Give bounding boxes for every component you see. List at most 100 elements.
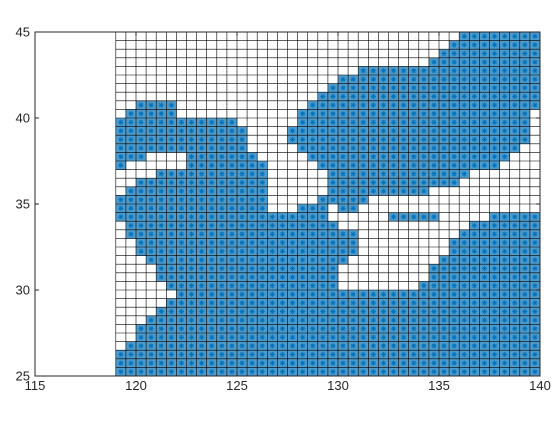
sea-point-marker — [229, 154, 235, 160]
sea-point-marker — [310, 222, 316, 229]
sea-point-marker — [471, 351, 477, 358]
sea-point-marker — [168, 188, 174, 194]
sea-point-marker — [229, 179, 235, 186]
sea-point-marker — [158, 240, 164, 246]
sea-point-marker — [168, 231, 174, 237]
sea-point-marker — [330, 162, 336, 168]
y-tick-label: 40 — [16, 111, 30, 126]
sea-point-marker — [461, 33, 467, 39]
sea-point-marker — [229, 283, 235, 289]
sea-point-marker — [491, 214, 498, 220]
sea-point-marker — [522, 326, 528, 332]
sea-point-marker — [532, 326, 538, 332]
sea-point-marker — [209, 214, 215, 220]
sea-point-marker — [239, 283, 245, 289]
sea-point-marker — [401, 179, 407, 186]
sea-point-marker — [158, 343, 164, 349]
sea-point-marker — [380, 334, 387, 340]
sea-point-marker — [209, 145, 215, 151]
sea-point-marker — [401, 111, 407, 117]
sea-point-marker — [320, 231, 326, 237]
sea-point-marker — [380, 308, 387, 315]
sea-point-marker — [461, 283, 467, 289]
sea-point-marker — [451, 162, 457, 168]
sea-point-marker — [471, 240, 477, 246]
sea-point-marker — [279, 265, 286, 272]
sea-point-marker — [259, 291, 265, 297]
sea-point-marker — [502, 257, 508, 263]
sea-point-marker — [229, 265, 235, 272]
sea-point-marker — [401, 317, 407, 323]
sea-point-marker — [401, 300, 407, 306]
sea-point-marker — [512, 274, 518, 280]
sea-point-marker — [300, 205, 306, 211]
sea-point-marker — [421, 214, 427, 220]
sea-point-marker — [370, 179, 376, 186]
sea-point-marker — [461, 59, 467, 65]
sea-point-marker — [148, 351, 154, 358]
sea-point-marker — [461, 111, 467, 117]
sea-point-marker — [229, 360, 235, 366]
sea-point-marker — [512, 317, 518, 323]
sea-point-marker — [512, 145, 518, 151]
sea-point-marker — [229, 197, 235, 203]
sea-point-marker — [451, 154, 457, 160]
sea-point-marker — [310, 351, 316, 358]
sea-point-marker — [390, 369, 397, 375]
sea-point-marker — [239, 136, 245, 143]
sea-point-marker — [461, 171, 467, 177]
sea-point-marker — [300, 351, 306, 358]
sea-point-marker — [421, 334, 427, 340]
sea-point-marker — [441, 154, 447, 160]
sea-point-marker — [401, 351, 407, 358]
sea-point-marker — [441, 119, 447, 125]
sea-point-marker — [481, 59, 488, 65]
sea-point-marker — [431, 291, 437, 297]
sea-point-marker — [300, 136, 306, 143]
sea-point-marker — [471, 42, 477, 48]
sea-point-marker — [461, 274, 467, 280]
sea-point-marker — [178, 128, 185, 134]
sea-point-marker — [289, 231, 296, 237]
sea-point-marker — [199, 222, 205, 229]
sea-point-marker — [451, 274, 457, 280]
sea-point-marker — [401, 188, 407, 194]
sea-point-marker — [481, 351, 488, 358]
sea-point-marker — [300, 214, 306, 220]
sea-point-marker — [401, 154, 407, 160]
sea-point-marker — [330, 369, 336, 375]
sea-point-marker — [370, 85, 376, 91]
sea-point-marker — [219, 136, 225, 143]
sea-point-marker — [441, 76, 447, 82]
sea-point-marker — [471, 136, 477, 143]
sea-point-marker — [421, 136, 427, 143]
sea-point-marker — [522, 351, 528, 358]
sea-point-marker — [148, 102, 154, 108]
sea-point-marker — [431, 162, 437, 168]
sea-point-marker — [471, 119, 477, 125]
sea-point-marker — [138, 222, 144, 229]
sea-point-marker — [360, 102, 366, 108]
sea-point-marker — [249, 231, 255, 237]
sea-point-marker — [269, 291, 275, 297]
sea-point-marker — [502, 240, 508, 246]
sea-point-marker — [138, 154, 144, 160]
sea-point-marker — [269, 222, 275, 229]
sea-point-marker — [502, 119, 508, 125]
sea-point-marker — [320, 300, 326, 306]
sea-point-marker — [481, 291, 488, 297]
sea-point-marker — [168, 317, 174, 323]
sea-point-marker — [441, 50, 447, 57]
sea-point-marker — [239, 343, 245, 349]
sea-point-marker — [148, 136, 154, 143]
sea-point-marker — [370, 119, 376, 125]
sea-point-marker — [401, 76, 407, 82]
sea-point-marker — [310, 265, 316, 272]
sea-point-marker — [481, 240, 488, 246]
sea-point-marker — [219, 188, 225, 194]
sea-point-marker — [340, 154, 346, 160]
sea-point-marker — [431, 334, 437, 340]
sea-point-marker — [451, 240, 457, 246]
sea-point-marker — [279, 274, 286, 280]
x-tick-label: 115 — [25, 378, 46, 393]
